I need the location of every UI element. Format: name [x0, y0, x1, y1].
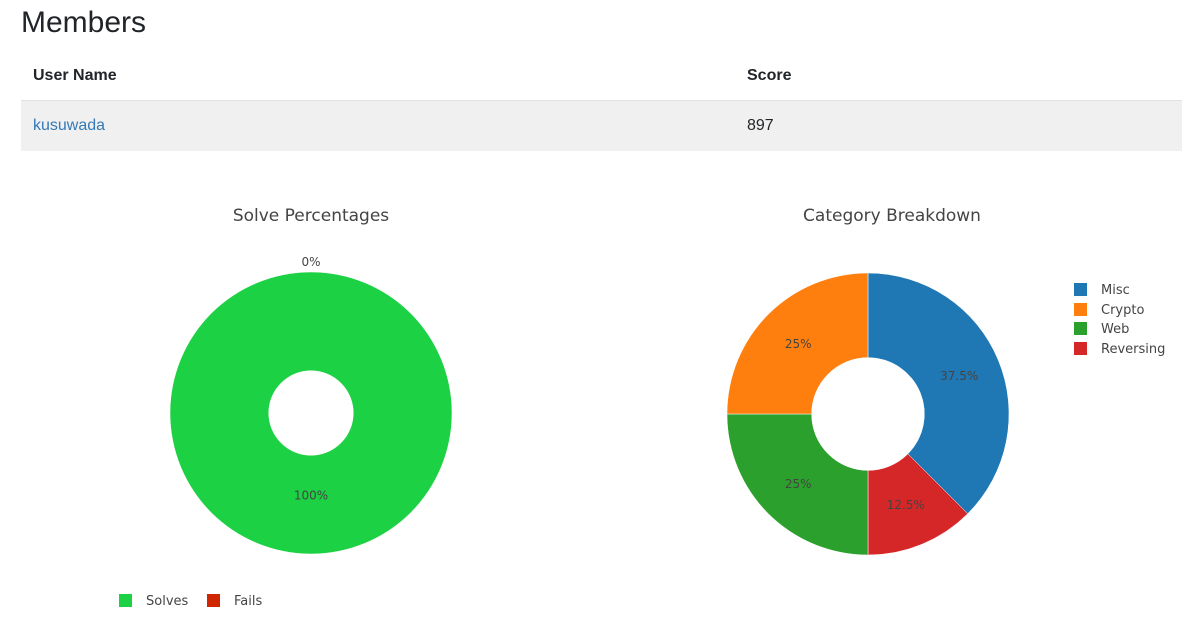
legend-label-crypto: Crypto: [1101, 303, 1144, 318]
slice-label-reversing: 12.5%: [887, 498, 925, 512]
slice-solves[interactable]: [169, 271, 453, 555]
slice-label-solves: 100%: [294, 488, 328, 502]
legend-item-web[interactable]: Web: [1074, 322, 1129, 337]
slice-label-fails: 0%: [301, 255, 320, 269]
column-header-score: Score: [735, 52, 1182, 101]
category-breakdown-chart: Category Breakdown 37.5% 12.5% 25% 25% Misc…: [726, 206, 1165, 556]
chart-title: Category Breakdown: [803, 206, 981, 226]
legend-swatch-web: [1074, 322, 1087, 335]
members-table: User Name Score kusuwada 897: [21, 52, 1182, 151]
slice-label-web: 25%: [785, 477, 812, 491]
category-slice-labels: 37.5% 12.5% 25% 25%: [785, 337, 978, 512]
slice-web[interactable]: [726, 413, 869, 556]
legend-swatch-crypto: [1074, 303, 1087, 316]
user-name-cell: kusuwada: [21, 100, 735, 151]
legend-label-reversing: Reversing: [1101, 342, 1165, 357]
category-slices: [726, 272, 1010, 556]
legend-label-web: Web: [1101, 322, 1129, 337]
legend: Solves Fails: [119, 594, 262, 609]
slice-misc[interactable]: [867, 272, 1010, 515]
legend-item-misc[interactable]: Misc: [1074, 283, 1130, 298]
legend-item-solves[interactable]: Solves: [119, 594, 189, 609]
legend-item-reversing[interactable]: Reversing: [1074, 342, 1165, 357]
solve-slice-labels: 100% 0%: [294, 255, 328, 502]
legend-label-fails: Fails: [234, 594, 262, 609]
table-row: kusuwada 897: [21, 100, 1182, 151]
legend-swatch-reversing: [1074, 342, 1087, 355]
solve-slices: [169, 271, 453, 555]
solve-percentages-chart: Solve Percentages 100% 0% Solves Fails: [119, 206, 453, 609]
table-header-row: User Name Score: [21, 52, 1182, 101]
legend-swatch-misc: [1074, 283, 1087, 296]
legend-label-misc: Misc: [1101, 283, 1130, 298]
chart-title: Solve Percentages: [233, 206, 389, 226]
column-header-user-name: User Name: [21, 52, 735, 101]
legend-swatch-fails: [207, 594, 220, 607]
legend-item-fails[interactable]: Fails: [207, 594, 262, 609]
legend-label-solves: Solves: [146, 594, 189, 609]
slice-label-misc: 37.5%: [940, 369, 978, 383]
slice-label-crypto: 25%: [785, 337, 812, 351]
page-title: Members: [21, 6, 147, 39]
score-cell: 897: [735, 100, 1182, 151]
slice-crypto[interactable]: [726, 272, 869, 415]
member-link[interactable]: kusuwada: [33, 117, 106, 134]
legend-swatch-solves: [119, 594, 132, 607]
legend: Misc Crypto Web Reversing: [1074, 283, 1165, 357]
legend-item-crypto[interactable]: Crypto: [1074, 303, 1144, 318]
